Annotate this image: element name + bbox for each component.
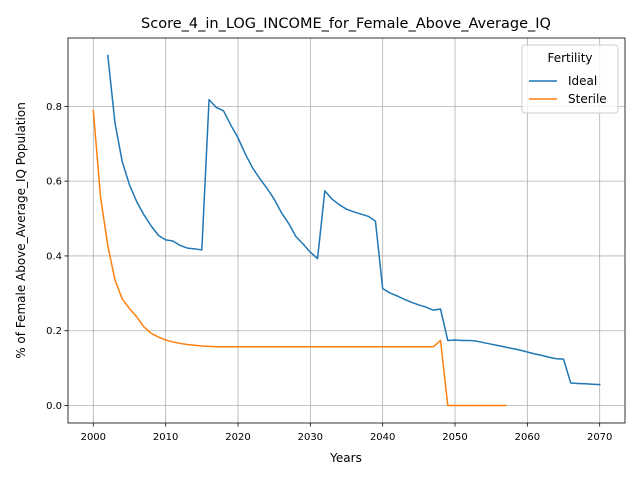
legend-box — [521, 44, 619, 114]
chart-title: Score_4_in_LOG_INCOME_for_Female_Above_A… — [141, 16, 551, 32]
legend: Fertility Ideal Sterile — [521, 44, 619, 114]
legend-label-sterile: Sterile — [568, 92, 607, 106]
x-tick-label: 2060 — [515, 432, 540, 443]
y-tick-label: 0.0 — [46, 401, 62, 412]
x-axis-label: Years — [329, 451, 362, 465]
legend-label-ideal: Ideal — [568, 74, 597, 88]
x-tick-label: 2000 — [81, 432, 106, 443]
y-tick-label: 0.4 — [46, 251, 62, 262]
plot-frame — [67, 37, 626, 424]
y-tick-label: 0.6 — [46, 177, 62, 188]
x-tick-label: 2030 — [298, 432, 323, 443]
series-line-ideal — [106, 54, 601, 386]
x-tick-label: 2040 — [370, 432, 395, 443]
y-axis-label: % of Female Above_Average_IQ Population — [14, 102, 28, 359]
legend-title: Fertility — [547, 51, 592, 65]
x-tick-label: 2070 — [587, 432, 612, 443]
series-lines — [92, 54, 601, 407]
y-tick-label: 0.2 — [46, 326, 62, 337]
x-tick-label: 2010 — [153, 432, 178, 443]
x-tick-label: 2020 — [225, 432, 250, 443]
axis-ticks: 2000 2010 2020 2030 2040 2050 2060 2070 0.0 0.2 0.… — [46, 102, 612, 443]
x-tick-label: 2050 — [442, 432, 467, 443]
series-line-sterile — [92, 109, 507, 407]
y-tick-label: 0.8 — [46, 102, 62, 113]
